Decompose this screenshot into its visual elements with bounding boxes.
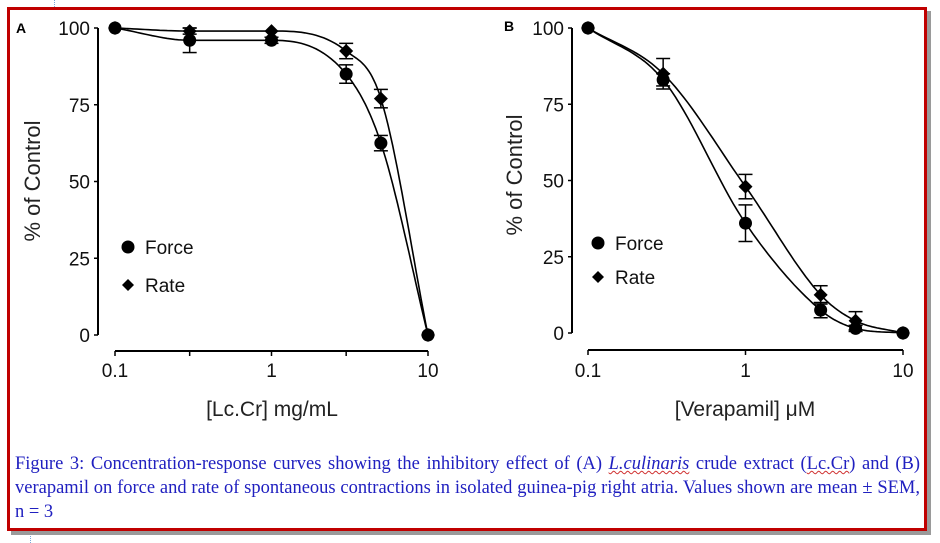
x-tick-label: 0.1 [575, 361, 601, 382]
y-tick-label: 100 [532, 19, 564, 40]
data-point-rate [421, 328, 435, 342]
y-tick-label: 25 [543, 248, 564, 269]
panel-a: A 0 25 50 75 100 % of Control 0.1 1 10 [Lc.Cr] mg/… [16, 19, 439, 421]
caption-abbr: Lc.Cr [806, 454, 850, 474]
data-point-force [265, 33, 278, 47]
caption-text-3: ) and (B) verapamil on force and rate of… [15, 454, 920, 522]
legend-label-rate: Rate [145, 276, 185, 297]
panel-b: B 0 25 50 75 100 % of Control 0.1 1 10 [Verapamil]… [502, 18, 914, 421]
x-tick-label: 0.1 [102, 361, 128, 382]
legend-label-force: Force [145, 238, 194, 259]
figure-frame [7, 7, 927, 531]
y-axis-label: % of Control [502, 114, 527, 235]
data-point-rate [813, 287, 828, 302]
data-point-rate [108, 21, 122, 35]
x-tick-label: 1 [266, 361, 277, 382]
data-point-rate [738, 179, 753, 194]
data-point-rate [373, 91, 388, 106]
data-point-force [339, 67, 353, 81]
x-axis-label: [Lc.Cr] mg/mL [206, 398, 338, 421]
panel-label: B [504, 18, 514, 34]
legend-marker-rate [592, 271, 604, 283]
y-tick-label: 75 [543, 95, 564, 116]
data-point-force [739, 216, 752, 230]
data-point-rate [848, 313, 863, 328]
x-axis-label: [Verapamil] μM [675, 398, 815, 421]
x-tick-label: 1 [740, 361, 751, 382]
data-point-force [183, 33, 197, 47]
data-point-force [814, 303, 828, 317]
y-axis-label: % of Control [20, 120, 45, 241]
legend-marker-rate [122, 279, 134, 291]
x-tick-label: 10 [417, 361, 438, 382]
fit-curve-force [587, 27, 904, 334]
fit-curve-force [114, 27, 429, 336]
data-point-rate [896, 326, 910, 340]
legend-marker-force [121, 240, 135, 254]
y-tick-label: 0 [553, 324, 564, 345]
data-point-rate [581, 21, 595, 35]
y-tick-label: 100 [58, 19, 90, 40]
fit-curve-rate [587, 27, 904, 334]
figure-caption: Figure 3: Concentration-response curves … [15, 452, 920, 524]
dotted-guide-bottom [30, 534, 31, 543]
legend-marker-force [591, 236, 605, 250]
y-tick-label: 0 [79, 326, 90, 347]
caption-species: L.culinaris [608, 454, 690, 474]
x-tick-label: 10 [892, 361, 913, 382]
fit-curve-rate [114, 27, 429, 336]
legend-label-force: Force [615, 234, 664, 255]
data-point-rate [182, 24, 197, 39]
dotted-guide-top [54, 0, 55, 7]
y-tick-label: 50 [69, 173, 90, 194]
caption-text-2: crude extract ( [689, 454, 807, 474]
data-point-rate [339, 44, 354, 59]
panel-label: A [16, 20, 26, 36]
y-tick-label: 25 [69, 249, 90, 270]
y-tick-label: 50 [543, 172, 564, 193]
data-point-force [374, 136, 388, 150]
legend-label-rate: Rate [615, 268, 655, 289]
data-point-rate [264, 24, 279, 39]
data-point-rate [656, 66, 671, 81]
y-tick-label: 75 [69, 96, 90, 117]
caption-text-1: Figure 3: Concentration-response curves … [15, 454, 609, 474]
